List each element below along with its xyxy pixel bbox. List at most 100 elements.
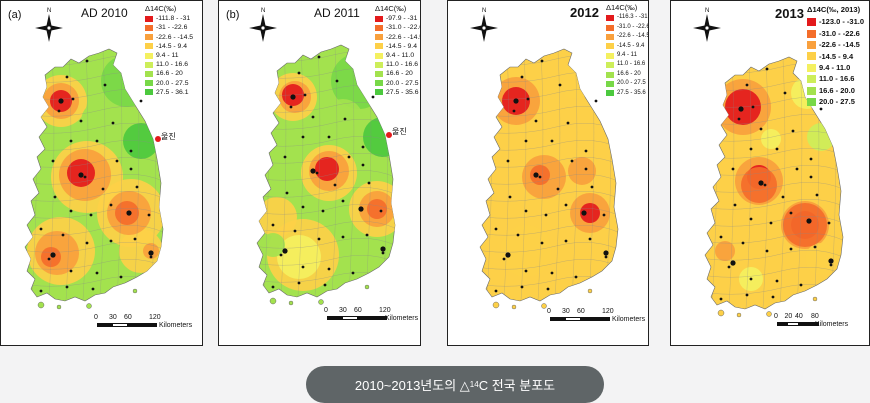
sample-site-dot [135,185,139,189]
sample-site-dot [809,175,813,179]
sample-site-dot [524,269,528,273]
sample-site-dot [524,139,528,143]
sample-site-dot [775,279,779,283]
legend-label: 27.5 - 35.6 [386,88,419,96]
legend-swatch [375,89,383,96]
compass-rose-icon: N [470,8,498,42]
map-title: AD 2010 [81,6,128,20]
legend-item: -22.6 - -14.5 [807,39,864,50]
sample-site-dot [795,167,799,171]
sample-site-dot [115,159,119,163]
scale-tick: 120 [602,308,614,315]
district-boundary [728,58,735,309]
island [288,300,294,306]
sample-site-dot [751,105,755,109]
sample-site-dot [588,237,592,241]
sample-site-dot [69,209,73,213]
city-cluster-marker [758,180,764,186]
legend-item: 16.6 - 20 [145,69,193,78]
city-cluster-marker [581,210,587,216]
legend-label: 27.5 - 35.6 [617,89,646,96]
sample-site-dot [604,255,608,259]
contour-zone [119,229,163,273]
sample-site-dot [765,67,769,71]
district-boundary [314,46,321,297]
sample-site-dot [335,79,339,83]
legend-item: 9.4 - 11.0 [807,62,864,73]
sample-site-dot [538,175,542,179]
district-boundary [257,187,395,199]
legend-label: -22.6 - -14.5 [819,40,860,50]
sample-site-dot [89,213,93,217]
district-boundary [554,50,561,301]
sample-site-dot [317,237,321,241]
contour-zone [530,165,550,185]
sample-site-dot [297,71,301,75]
legend-label: 9.4 - 11.0 [819,63,851,73]
city-cluster-marker [126,210,132,216]
contour-zone [568,157,596,185]
sample-site-dot [526,97,530,101]
sample-site-dot [301,205,305,209]
legend-label: 11.0 - 16.6 [617,61,646,68]
sample-site-dot [815,193,819,197]
scale-unit: Kilometers [159,322,193,329]
legend-label: 20.0 - 27.5 [617,80,646,87]
legend-swatch [606,52,614,59]
contour-zone [277,235,321,279]
sample-site-dot [590,185,594,189]
contour-zone [315,157,339,181]
map-title: 2013 [775,6,804,21]
sample-site-dot [759,127,763,131]
sample-site-dot [109,239,113,243]
sample-site-dot [809,157,813,161]
city-cluster-marker [50,252,56,258]
sample-site-dot [333,183,337,187]
legend-item: 9.4 - 11 [606,51,648,60]
legend-item: 27.5 - 36.1 [145,88,193,97]
sample-site-dot [745,83,749,87]
city-cluster-marker [828,258,834,264]
sample-site-dot [271,285,275,289]
sample-site-dot [524,209,528,213]
sample-site-dot [91,287,95,291]
legend-label: 9.4 - 11 [156,52,179,60]
legend-label: -22.6 - -14.5 [386,33,421,41]
korea-map-2012: N [470,8,619,310]
island [717,309,725,317]
district-boundary [480,208,618,220]
legend-swatch [145,89,153,96]
sample-site-dot [327,267,331,271]
scale-tick: 0 [774,313,778,320]
city-cluster-marker [603,250,609,256]
compass-north-label: N [482,8,486,14]
legend-label: -123.0 - -31.0 [819,17,865,27]
sample-site-dot [570,159,574,163]
sample-site-dot [129,149,133,153]
district-boundary [762,58,769,309]
sample-site-dot [351,271,355,275]
district-boundary [705,216,843,228]
district-boundary [796,58,803,309]
sample-site-dot [819,107,823,111]
sample-site-dot [271,223,275,227]
scale-tick: 0 [547,308,551,315]
legend-label: 20.0 - 27.5 [386,79,419,87]
legend-swatch [807,86,816,95]
sample-site-dot [371,95,375,99]
contour-zone [81,101,121,141]
sample-site-dot [520,75,524,79]
legend-item: 20.0 - 27.5 [606,79,648,88]
sample-site-dot [789,247,793,251]
caption-text-end: C 전국 분포도 [478,378,556,393]
legend-label: -116.3 - -31 [617,14,648,21]
legend-item: 16.6 - 20 [375,69,420,78]
scale-tick: 120 [149,314,161,321]
sample-site-dot [103,83,107,87]
legend-item: -14.5 - 9.4 [375,42,420,51]
legend-swatch [606,15,614,22]
district-boundary [25,242,163,254]
legend-label: -111.8 - -31 [156,15,191,23]
korea-map-2011: N [249,8,396,306]
sample-site-dot [343,117,347,121]
